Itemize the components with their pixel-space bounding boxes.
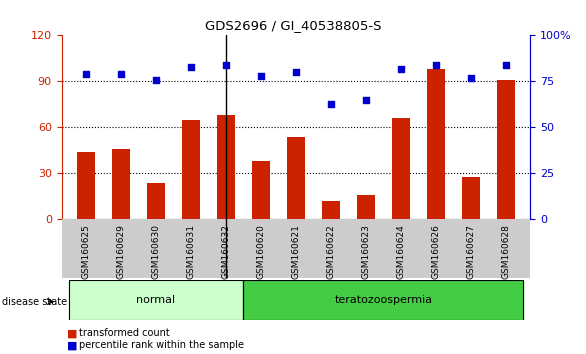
Text: GDS2696 / GI_40538805-S: GDS2696 / GI_40538805-S [205, 19, 381, 33]
Bar [77, 152, 95, 219]
Bar [69, 280, 243, 320]
Bar [217, 115, 235, 219]
Bar [392, 118, 410, 219]
Point [361, 97, 370, 103]
Bar [357, 195, 374, 219]
Text: GSM160631: GSM160631 [186, 224, 196, 279]
Text: transformed count: transformed count [79, 329, 170, 338]
Point [291, 69, 301, 75]
Bar [69, 280, 243, 320]
Text: percentile rank within the sample: percentile rank within the sample [79, 340, 244, 350]
Text: GSM160620: GSM160620 [257, 224, 265, 279]
Text: GSM160629: GSM160629 [117, 224, 125, 279]
Point [186, 64, 196, 69]
Text: ■: ■ [67, 340, 78, 350]
Text: GSM160622: GSM160622 [326, 224, 335, 279]
Bar [287, 137, 305, 219]
Text: GSM160623: GSM160623 [362, 224, 370, 279]
Text: GSM160626: GSM160626 [431, 224, 440, 279]
Point [501, 62, 510, 68]
Bar [147, 183, 165, 219]
Text: ■: ■ [67, 329, 78, 338]
Bar [243, 280, 523, 320]
Point [396, 66, 406, 72]
Text: GSM160628: GSM160628 [502, 224, 510, 279]
Text: GSM160632: GSM160632 [222, 224, 230, 279]
Bar [462, 177, 479, 219]
Bar [113, 149, 130, 219]
Point [326, 101, 336, 106]
Point [466, 75, 476, 81]
Bar [243, 280, 523, 320]
Text: GSM160624: GSM160624 [396, 224, 406, 279]
Bar [427, 69, 445, 219]
Bar [182, 120, 200, 219]
Point [81, 71, 91, 77]
Text: GSM160630: GSM160630 [152, 224, 161, 279]
Text: normal: normal [137, 295, 176, 305]
Point [256, 73, 265, 79]
Bar [322, 201, 340, 219]
Text: teratozoospermia: teratozoospermia [335, 295, 432, 305]
Text: disease state: disease state [2, 297, 67, 307]
Point [151, 77, 161, 82]
Point [222, 62, 231, 68]
Text: GSM160621: GSM160621 [291, 224, 301, 279]
Text: GSM160627: GSM160627 [466, 224, 475, 279]
Bar [497, 80, 515, 219]
Point [431, 62, 441, 68]
Bar [252, 161, 270, 219]
Point [116, 71, 125, 77]
Text: GSM160625: GSM160625 [81, 224, 90, 279]
